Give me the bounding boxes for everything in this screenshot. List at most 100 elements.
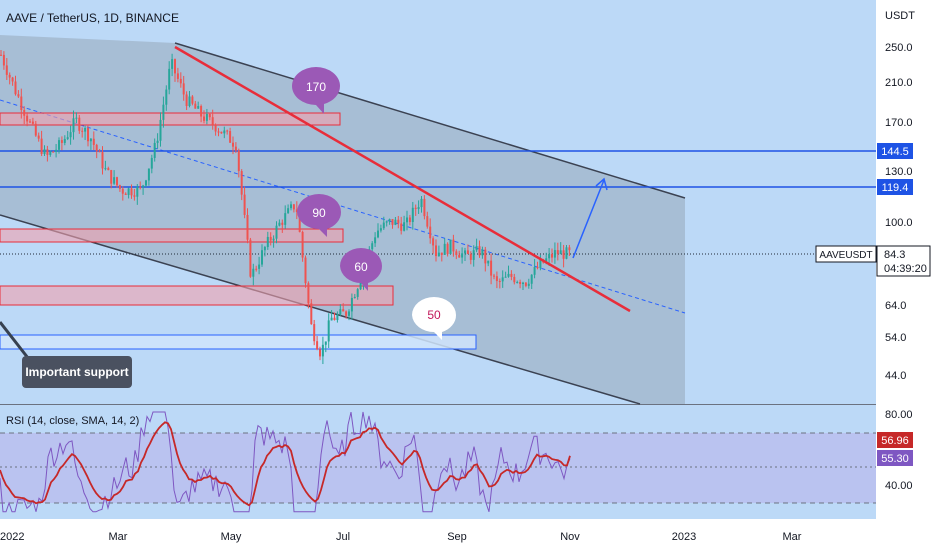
- candle-body: [565, 247, 568, 259]
- candle-body: [371, 243, 374, 250]
- candle-body: [237, 150, 240, 172]
- candle-body: [481, 249, 484, 256]
- candle-body: [162, 104, 165, 120]
- candle-body: [281, 222, 284, 225]
- candle-body: [2, 54, 5, 66]
- zone-50: [0, 334, 477, 350]
- candle-body: [43, 149, 46, 154]
- candle-body: [40, 138, 43, 154]
- candle-body: [8, 74, 11, 78]
- candle-body: [234, 146, 237, 151]
- candle-body: [304, 257, 307, 284]
- candle-body: [182, 83, 185, 95]
- candle-body: [353, 296, 356, 298]
- channel-upper-line: [174, 42, 686, 199]
- candle-body: [484, 249, 487, 264]
- candle-body: [176, 73, 179, 79]
- candle-body: [243, 194, 246, 215]
- candle-body: [81, 130, 84, 132]
- candle-body: [188, 96, 191, 106]
- candle-body: [78, 117, 81, 131]
- candle-body: [66, 137, 69, 139]
- bubble-90[interactable]: 90: [297, 194, 342, 237]
- candle-body: [568, 247, 571, 251]
- bubble-60[interactable]: 60: [340, 248, 383, 291]
- candle-body: [545, 258, 548, 263]
- candle-body: [223, 130, 226, 134]
- candle-body: [382, 222, 385, 229]
- candle-body: [255, 268, 258, 270]
- bubble-50[interactable]: 50: [412, 297, 457, 340]
- candle-body: [205, 114, 208, 121]
- candle-body: [46, 149, 49, 155]
- candle-body: [339, 309, 342, 315]
- symbol-price-tag: AAVEUSDT 84.3 04:39:20: [815, 245, 931, 277]
- candle-body: [179, 78, 182, 84]
- candle-body: [287, 208, 290, 214]
- candle-body: [556, 250, 559, 255]
- candle-body: [113, 177, 116, 184]
- candle-body: [377, 230, 379, 238]
- candle-body: [461, 253, 464, 258]
- candle-body: [116, 177, 118, 186]
- candle-body: [17, 94, 20, 97]
- time-tick: Sep: [447, 531, 467, 543]
- time-tick: May: [221, 531, 242, 543]
- candle-body: [29, 121, 31, 123]
- time-tick: 2022: [0, 531, 24, 543]
- candle-body: [75, 117, 78, 119]
- rsi-sma-label: 56.96: [877, 432, 913, 448]
- candle-body: [522, 282, 524, 285]
- candle-body: [330, 317, 333, 321]
- channel-lower-line: [0, 214, 641, 405]
- candle-body: [136, 186, 139, 197]
- candle-body: [513, 276, 516, 283]
- price-tick: 170.0: [885, 117, 913, 129]
- candle-body: [539, 259, 542, 269]
- candle-body: [498, 281, 501, 283]
- candle-body: [316, 341, 319, 350]
- projection-arrow[interactable]: [572, 179, 605, 259]
- rsi-title: RSI (14, close, SMA, 14, 2): [6, 415, 139, 427]
- candle-body: [435, 245, 437, 257]
- red-trendline[interactable]: [174, 45, 631, 313]
- candle-body: [307, 283, 310, 304]
- candle-body: [232, 142, 234, 147]
- bubble-60-label: 60: [354, 260, 368, 274]
- candle-body: [553, 250, 556, 258]
- candle-body: [147, 168, 150, 181]
- candle-body: [437, 252, 440, 257]
- time-tick: Jul: [336, 531, 350, 543]
- candle-body: [455, 251, 458, 256]
- candle-body: [252, 268, 255, 277]
- callout-text: Important support: [25, 365, 128, 379]
- candle-body: [394, 219, 397, 225]
- candle-body: [507, 273, 510, 277]
- candle-body: [142, 185, 145, 188]
- candle-body: [197, 106, 200, 109]
- candle-body: [562, 250, 565, 259]
- candle-body: [295, 209, 298, 212]
- time-tick: Nov: [560, 531, 580, 543]
- candle-body: [101, 152, 104, 169]
- candle-body: [397, 219, 400, 224]
- level-144-value: 144.5: [881, 146, 909, 158]
- candle-body: [60, 140, 63, 143]
- price-tick: 54.0: [885, 332, 906, 344]
- candle-body: [92, 138, 95, 145]
- candle-body: [139, 186, 142, 188]
- important-support-callout[interactable]: Important support: [0, 321, 132, 388]
- candle-body: [490, 260, 493, 276]
- candle-body: [229, 131, 232, 143]
- candle-body: [533, 267, 536, 275]
- candle-body: [174, 59, 176, 74]
- bubble-170[interactable]: 170: [292, 67, 341, 114]
- candle-body: [200, 106, 203, 117]
- candle-body: [275, 225, 278, 239]
- candle-body: [159, 119, 162, 141]
- rsi-sma-value: 56.96: [881, 435, 909, 447]
- candle-body: [31, 121, 34, 124]
- arrow-head-icon: [595, 177, 608, 191]
